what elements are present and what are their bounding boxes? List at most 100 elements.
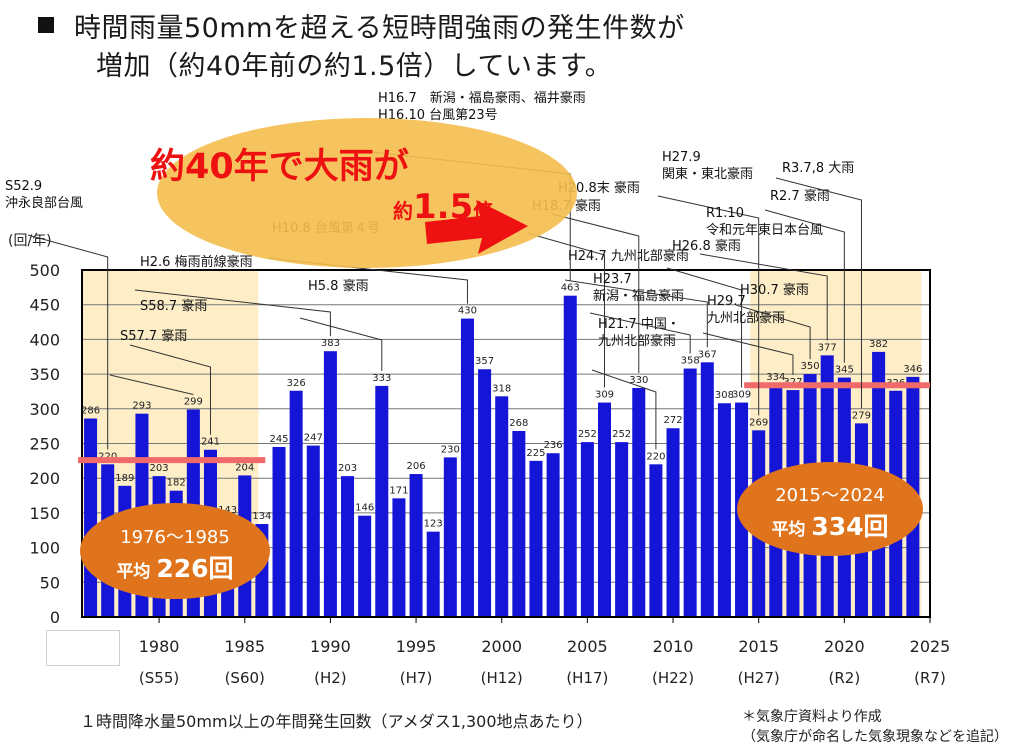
bar-value-label: 268 (509, 418, 528, 429)
era-tick-label: (H7) (400, 669, 433, 687)
annotation-label: H26.8 豪雨 (672, 238, 741, 254)
annotation-label: 九州北部豪雨 (598, 333, 676, 349)
bar-1991 (341, 476, 355, 617)
annotation-label: H30.7 豪雨 (740, 282, 809, 298)
annotation-leader (657, 195, 760, 416)
early-period-badge-range: 1976〜1985 (120, 527, 230, 548)
bar-value-label: 367 (698, 349, 717, 360)
bar-value-label: 430 (458, 306, 477, 317)
bar-2004 (563, 295, 577, 617)
y-tick-label: 500 (29, 261, 60, 280)
bar-value-label: 286 (81, 406, 100, 417)
annotation-label: H23.7 (593, 272, 632, 287)
y-tick-label: 150 (29, 504, 60, 523)
bullet-square-icon (38, 17, 54, 33)
bar-2011 (683, 368, 697, 617)
annotation-label: H16.7 新潟・福島豪雨、福井豪雨 (378, 90, 586, 106)
x-tick-label: 2010 (653, 637, 694, 656)
bar-2002 (529, 460, 543, 617)
annotation-leader (702, 332, 794, 376)
annotation-leader (764, 209, 845, 363)
annotation-label: H5.8 豪雨 (308, 278, 369, 294)
annotation-label: H24.7 九州北部豪雨 (568, 248, 689, 264)
heading-line-1: 時間雨量50mmを超える短時間強雨の発生件数が (38, 10, 685, 48)
y-tick-label: 250 (29, 435, 60, 454)
y-tick-label: 450 (29, 296, 60, 315)
annotation-leader (589, 312, 691, 354)
annotation-label: H2.6 梅雨前線豪雨 (140, 254, 253, 270)
x-tick-label: 1990 (310, 637, 351, 656)
annotation-label: 新潟・福島豪雨 (593, 288, 684, 304)
bar-2008 (632, 387, 646, 617)
bar-2007 (615, 442, 629, 617)
late-period-badge-average: 平均 334回 (771, 512, 888, 541)
y-tick-label: 200 (29, 469, 60, 488)
bar-value-label: 350 (801, 361, 820, 372)
annotation-leader (735, 304, 811, 360)
bar-value-label: 134 (252, 511, 271, 522)
bar-value-label: 143 (218, 505, 237, 516)
x-tick-label: 2015 (738, 637, 779, 656)
bar-value-label: 245 (269, 434, 288, 445)
early-period-badge-ellipse (80, 503, 270, 599)
x-tick-label: 2005 (567, 637, 608, 656)
era-tick-label: (H22) (652, 669, 694, 687)
bar-value-label: 230 (441, 444, 460, 455)
bar-1997 (443, 457, 457, 617)
late-period-badge-range: 2015〜2024 (775, 485, 885, 506)
bar-1999 (478, 369, 492, 617)
era-tick-label: (R7) (914, 669, 946, 687)
y-tick-label: 0 (50, 608, 60, 627)
annotation-label: 関東・東北豪雨 (662, 166, 753, 182)
bar-value-label: 382 (869, 339, 888, 350)
era-tick-label: (H2) (314, 669, 347, 687)
bar-value-label: 123 (424, 519, 443, 530)
bar-value-label: 189 (115, 473, 134, 484)
bar-value-label: 220 (646, 451, 665, 462)
bar-value-label: 358 (681, 356, 700, 367)
bar-2013 (717, 403, 731, 617)
bar-1995 (409, 474, 423, 617)
annotation-label: H16.10 台風第23号 (378, 108, 498, 123)
annotation-leader (551, 213, 640, 373)
annotation-label: H27.9 (662, 150, 701, 165)
bar-1976 (84, 418, 98, 617)
annotation-leader (27, 234, 109, 450)
bar-value-label: 220 (98, 451, 117, 462)
bar-value-label: 334 (766, 372, 785, 383)
source-note-detail: （気象庁が命名した気象現象などを追記） (742, 729, 1008, 745)
late-period-badge-ellipse (737, 462, 923, 556)
bar-2001 (512, 431, 526, 617)
annotation-label: S58.7 豪雨 (140, 298, 207, 314)
bar-1998 (460, 318, 474, 617)
bar-value-label: 182 (167, 478, 186, 489)
era-tick-label: (R2) (829, 669, 861, 687)
bar-value-label: 241 (201, 437, 220, 448)
y-tick-label: 350 (29, 365, 60, 384)
annotation-label: 九州北部豪雨 (707, 310, 785, 326)
era-tick-label: (S60) (225, 669, 265, 687)
bar-2012 (700, 362, 714, 617)
heading-text-1: 時間雨量50mmを超える短時間強雨の発生件数が (74, 13, 685, 44)
bar-value-label: 357 (475, 356, 494, 367)
bar-value-label: 206 (407, 461, 426, 472)
annotation-label: S52.9 (5, 179, 42, 194)
y-tick-label: 50 (40, 573, 60, 592)
bar-value-label: 333 (372, 373, 391, 384)
bar-1996 (426, 531, 440, 617)
bar-value-label: 346 (903, 364, 922, 375)
annotation-leader (564, 279, 708, 348)
blank-box (46, 630, 120, 666)
annotation-leader (299, 317, 383, 371)
y-tick-label: 400 (29, 330, 60, 349)
bar-value-label: 326 (287, 378, 306, 389)
bar-2003 (546, 453, 560, 617)
bar-2000 (495, 396, 509, 617)
bar-2009 (649, 464, 663, 617)
bar-value-label: 247 (304, 433, 323, 444)
bar-value-label: 171 (389, 485, 408, 496)
annotation-leader (666, 267, 743, 388)
chart-caption: １時間降水量50mm以上の年間発生回数（アメダス1,300地点あたり） (80, 712, 593, 731)
bar-1987 (272, 446, 286, 617)
bar-1994 (392, 498, 406, 617)
